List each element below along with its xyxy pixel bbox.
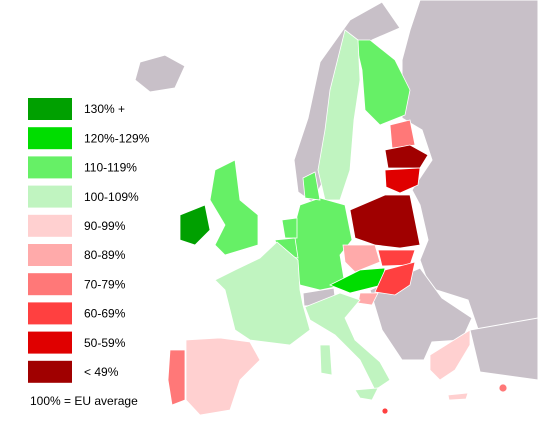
country [374,261,416,296]
country [381,407,389,415]
legend-label: 50-59% [84,336,126,350]
country [185,337,261,416]
country [209,159,259,256]
country [389,119,416,149]
country [214,241,311,346]
eu-countries [167,29,508,416]
legend-swatch [28,156,72,179]
legend-label: 60-69% [84,307,126,321]
country [167,349,186,406]
legend-label: 130% + [84,102,125,116]
country [354,387,379,401]
legend-swatch [28,185,72,208]
legend-label: 80-89% [84,248,126,262]
country [384,167,421,194]
country [302,171,321,201]
legend-swatch [28,244,72,266]
country [447,392,469,401]
legend-swatch [28,331,72,354]
legend-swatch [28,273,72,296]
country [291,197,353,291]
legend-label: < 49% [84,365,119,379]
legend-label: 120%-129% [84,131,150,145]
legend-label: 100-109% [84,190,139,204]
legend-swatch [28,214,72,237]
legend-swatch [28,98,72,120]
legend-note: 100% = EU average [30,394,138,408]
country [342,244,381,273]
legend-swatch [28,360,72,383]
country [304,292,391,391]
legend-swatch [28,127,72,150]
country [354,39,411,126]
country [349,194,421,249]
country [281,217,298,239]
country [498,383,508,393]
country [384,144,429,169]
country [179,204,211,246]
legend-label: 90-99% [84,219,126,233]
country [469,317,538,381]
country [134,54,186,93]
legend-swatch [28,302,72,325]
legend: 130% + 120%-129% 110-119% 100-109% 90-99% 80-… [28,98,150,383]
legend-label: 70-79% [84,277,126,291]
country [429,329,471,381]
country [317,29,361,201]
country [319,344,333,376]
legend-label: 110-119% [84,161,137,175]
